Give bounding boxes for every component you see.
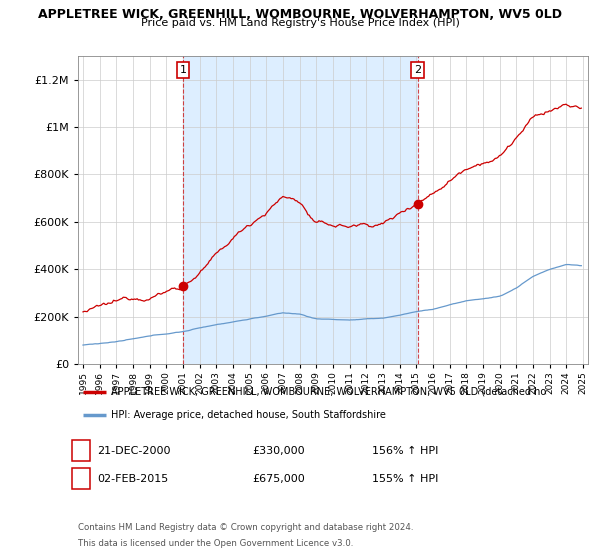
- Text: 21-DEC-2000: 21-DEC-2000: [97, 446, 171, 456]
- Text: Contains HM Land Registry data © Crown copyright and database right 2024.: Contains HM Land Registry data © Crown c…: [78, 523, 413, 532]
- Text: Price paid vs. HM Land Registry's House Price Index (HPI): Price paid vs. HM Land Registry's House …: [140, 18, 460, 28]
- Text: £675,000: £675,000: [252, 474, 305, 484]
- Text: 155% ↑ HPI: 155% ↑ HPI: [372, 474, 439, 484]
- Text: HPI: Average price, detached house, South Staffordshire: HPI: Average price, detached house, Sout…: [111, 410, 386, 420]
- Text: This data is licensed under the Open Government Licence v3.0.: This data is licensed under the Open Gov…: [78, 539, 353, 548]
- Bar: [183, 56, 418, 364]
- Text: £330,000: £330,000: [252, 446, 305, 456]
- Text: 1: 1: [179, 66, 187, 75]
- Text: 02-FEB-2015: 02-FEB-2015: [97, 474, 169, 484]
- Text: APPLETREE WICK, GREENHILL, WOMBOURNE, WOLVERHAMPTON, WV5 0LD (detached ho: APPLETREE WICK, GREENHILL, WOMBOURNE, WO…: [111, 386, 547, 396]
- Text: 2: 2: [414, 66, 421, 75]
- Text: 1: 1: [77, 446, 85, 456]
- Text: 156% ↑ HPI: 156% ↑ HPI: [372, 446, 439, 456]
- Text: APPLETREE WICK, GREENHILL, WOMBOURNE, WOLVERHAMPTON, WV5 0LD: APPLETREE WICK, GREENHILL, WOMBOURNE, WO…: [38, 8, 562, 21]
- Text: 2: 2: [77, 474, 85, 484]
